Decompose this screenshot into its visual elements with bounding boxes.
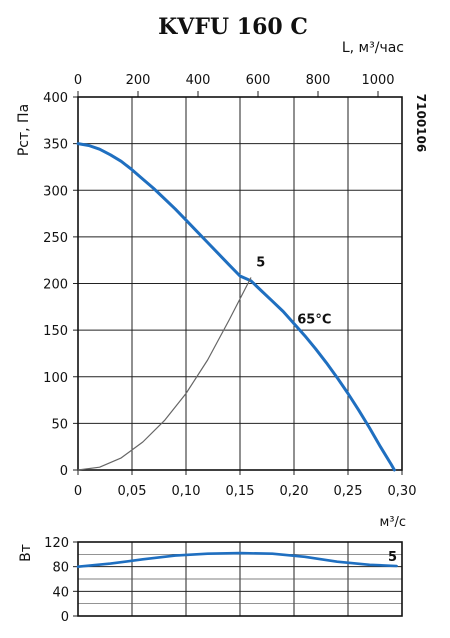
top-axis-tick-label: 400 xyxy=(186,73,211,88)
y-tick-label: 350 xyxy=(43,138,68,153)
y-axis-label: Рст, Па xyxy=(16,104,32,156)
top-axis-tick-label: 200 xyxy=(126,73,151,88)
y-tick-label: 300 xyxy=(43,184,68,199)
y-tick-label: 100 xyxy=(43,371,68,386)
top-axis-tick-label: 600 xyxy=(246,73,271,88)
curve-annotation: 5 xyxy=(256,256,265,271)
chart-title: KVFU 160 C xyxy=(158,14,308,40)
y-tick-label: 400 xyxy=(43,91,68,106)
power-curve-line xyxy=(76,551,398,569)
x-tick-label: 0,25 xyxy=(334,484,363,499)
pressure-chart: 0 0,05 0,10 0,15 0,20 0,25 0,30050100150200250… xyxy=(43,73,416,499)
system-curve-line xyxy=(77,277,252,471)
y-tick-label: 200 xyxy=(43,278,68,293)
x-axis-label: м³/с xyxy=(379,515,406,530)
top-axis-tick-label: 1000 xyxy=(361,73,394,88)
top-axis-tick-label: 800 xyxy=(306,73,331,88)
y-tick-label: 120 xyxy=(44,536,69,551)
x-tick-label: 0,10 xyxy=(172,484,201,499)
x-tick-label: 0,15 xyxy=(226,484,255,499)
x-tick-label: 0,20 xyxy=(280,484,309,499)
curve-annotation: 65°C xyxy=(297,313,331,328)
curve-annotation: 5 xyxy=(388,550,397,565)
y-tick-label: 80 xyxy=(52,561,69,576)
fan-curve-line xyxy=(76,142,396,472)
y-tick-label: 40 xyxy=(52,585,69,600)
top-axis-label: L, м³/час xyxy=(342,40,404,56)
power-chart: 0 40 80 120 5 xyxy=(44,536,403,625)
power-y-axis-label: Вт xyxy=(18,544,34,562)
y-tick-label: 150 xyxy=(43,324,68,339)
x-tick-label: 0,05 xyxy=(118,484,147,499)
y-tick-label: 0 xyxy=(61,610,69,625)
side-label: 7100106 xyxy=(414,94,428,152)
y-tick-label: 50 xyxy=(51,417,68,432)
plot-frame xyxy=(77,541,403,617)
y-tick-label: 250 xyxy=(43,231,68,246)
x-tick-label: 0,30 xyxy=(388,484,417,499)
y-tick-label: 0 xyxy=(60,464,68,479)
top-axis-tick-label: 0 xyxy=(74,73,82,88)
x-tick-label: 0 xyxy=(74,484,82,499)
plot-frame xyxy=(77,96,403,471)
